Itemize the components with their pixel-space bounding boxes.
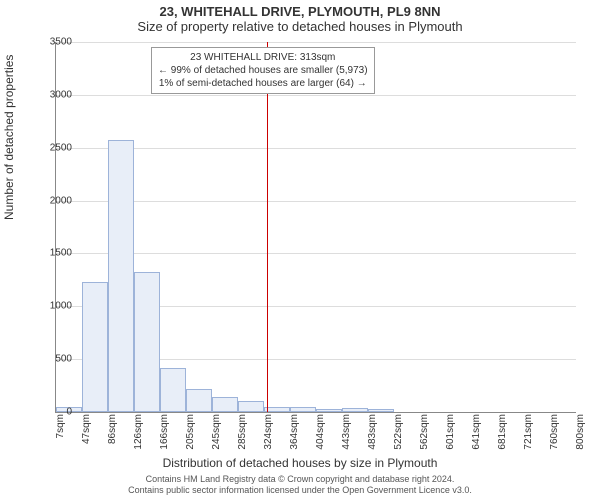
xtick-label: 443sqm xyxy=(341,414,352,464)
marker-line xyxy=(267,42,268,412)
ytick-label: 2500 xyxy=(32,142,72,153)
xtick-label: 760sqm xyxy=(549,414,560,464)
xtick-label: 86sqm xyxy=(107,414,118,464)
title-line-2: Size of property relative to detached ho… xyxy=(0,19,600,36)
xtick-label: 562sqm xyxy=(419,414,430,464)
chart-container: 23, WHITEHALL DRIVE, PLYMOUTH, PL9 8NN S… xyxy=(0,0,600,500)
footer-line-1: Contains HM Land Registry data © Crown c… xyxy=(0,474,600,485)
xtick-label: 166sqm xyxy=(159,414,170,464)
title-line-1: 23, WHITEHALL DRIVE, PLYMOUTH, PL9 8NN xyxy=(0,0,600,19)
ytick-label: 0 xyxy=(32,407,72,418)
xtick-label: 404sqm xyxy=(315,414,326,464)
xtick-label: 641sqm xyxy=(471,414,482,464)
plot-area: 23 WHITEHALL DRIVE: 313sqm ← 99% of deta… xyxy=(55,42,576,413)
xtick-label: 721sqm xyxy=(523,414,534,464)
xtick-label: 364sqm xyxy=(289,414,300,464)
footer-line-2: Contains public sector information licen… xyxy=(0,485,600,496)
ytick-label: 2000 xyxy=(32,195,72,206)
xtick-label: 47sqm xyxy=(81,414,92,464)
xtick-label: 7sqm xyxy=(55,414,66,464)
gridline xyxy=(56,95,576,96)
histogram-bar xyxy=(212,397,238,412)
xtick-label: 800sqm xyxy=(575,414,586,464)
histogram-bar xyxy=(134,272,160,412)
annotation-box: 23 WHITEHALL DRIVE: 313sqm ← 99% of deta… xyxy=(151,47,375,94)
histogram-bar xyxy=(108,140,134,412)
histogram-bar xyxy=(290,407,316,412)
gridline xyxy=(56,42,576,43)
histogram-bar xyxy=(316,409,342,412)
histogram-bar xyxy=(82,282,108,412)
xtick-label: 285sqm xyxy=(237,414,248,464)
xtick-label: 601sqm xyxy=(445,414,456,464)
xtick-label: 205sqm xyxy=(185,414,196,464)
annotation-line-2: ← 99% of detached houses are smaller (5,… xyxy=(158,64,368,77)
footer: Contains HM Land Registry data © Crown c… xyxy=(0,474,600,496)
gridline xyxy=(56,201,576,202)
gridline xyxy=(56,148,576,149)
ytick-label: 500 xyxy=(32,354,72,365)
ytick-label: 1000 xyxy=(32,301,72,312)
annotation-line-1: 23 WHITEHALL DRIVE: 313sqm xyxy=(158,51,368,64)
ytick-label: 3500 xyxy=(32,37,72,48)
xtick-label: 483sqm xyxy=(367,414,378,464)
annotation-line-3: 1% of semi-detached houses are larger (6… xyxy=(158,77,368,90)
xtick-label: 522sqm xyxy=(393,414,404,464)
histogram-bar xyxy=(160,368,186,412)
xtick-label: 681sqm xyxy=(497,414,508,464)
xtick-label: 324sqm xyxy=(263,414,274,464)
histogram-bar xyxy=(368,409,394,412)
xtick-label: 245sqm xyxy=(211,414,222,464)
histogram-bar xyxy=(342,408,368,412)
gridline xyxy=(56,253,576,254)
xtick-label: 126sqm xyxy=(133,414,144,464)
ytick-label: 3000 xyxy=(32,89,72,100)
histogram-bar xyxy=(186,389,212,412)
histogram-bar xyxy=(238,401,264,412)
ytick-label: 1500 xyxy=(32,248,72,259)
histogram-bar xyxy=(264,407,290,412)
y-axis-label: Number of detached properties xyxy=(2,55,16,220)
